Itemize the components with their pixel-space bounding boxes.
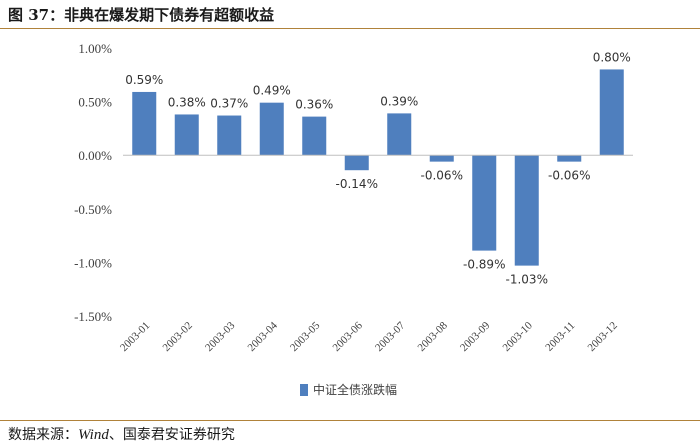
data-label: 0.59% bbox=[125, 73, 163, 87]
data-label: 0.38% bbox=[168, 95, 206, 109]
data-label: 0.80% bbox=[593, 50, 631, 64]
y-tick-label: -0.50% bbox=[74, 202, 112, 217]
bar bbox=[429, 155, 454, 162]
y-tick-label: -1.00% bbox=[74, 255, 112, 270]
x-tick-label: 2003-02 bbox=[160, 320, 194, 354]
data-label: 0.36% bbox=[295, 98, 333, 112]
source-note: 数据来源：Wind、国泰君安证券研究 bbox=[8, 424, 235, 444]
source-rule bbox=[0, 420, 700, 421]
source-prefix: 数据来源： bbox=[8, 427, 78, 443]
x-tick-label: 2003-11 bbox=[543, 320, 577, 354]
x-tick-label: 2003-08 bbox=[415, 319, 450, 354]
bar bbox=[132, 91, 157, 156]
bar-chart: 1.00% 0.50% 0.00% -0.50% -1.00% -1.50% 0.59% 0.… bbox=[74, 41, 633, 354]
figure-title: 图 37：非典在爆发期下债券有超额收益 bbox=[8, 6, 275, 24]
title-rule bbox=[0, 28, 700, 29]
x-tick-label: 2003-03 bbox=[203, 319, 238, 354]
bar bbox=[174, 114, 199, 156]
x-tick-label: 2003-12 bbox=[585, 320, 619, 354]
bar bbox=[557, 155, 582, 162]
data-label: -1.03% bbox=[506, 273, 548, 287]
legend-label: 中证全债涨跌幅 bbox=[313, 383, 398, 397]
source-italic: Wind bbox=[78, 427, 109, 443]
data-label: 0.39% bbox=[380, 94, 418, 108]
data-label: 0.49% bbox=[253, 84, 291, 98]
legend-swatch bbox=[300, 383, 308, 396]
x-tick-label: 2003-05 bbox=[288, 319, 323, 354]
x-tick-label: 2003-01 bbox=[118, 320, 152, 354]
y-tick-label: -1.50% bbox=[74, 309, 112, 324]
x-tick-label: 2003-10 bbox=[500, 319, 535, 354]
y-tick-label: 0.00% bbox=[78, 148, 112, 163]
data-label: -0.06% bbox=[421, 169, 463, 183]
bar bbox=[599, 69, 624, 156]
bar bbox=[217, 115, 242, 156]
data-label: -0.06% bbox=[548, 169, 590, 183]
data-label: 0.37% bbox=[210, 97, 248, 111]
y-tick-label: 1.00% bbox=[78, 41, 112, 56]
source-suffix: 、国泰君安证券研究 bbox=[108, 427, 235, 443]
bar bbox=[344, 155, 369, 171]
data-label: -0.14% bbox=[336, 177, 378, 191]
bar bbox=[387, 113, 412, 156]
y-tick-label: 0.50% bbox=[78, 95, 112, 110]
x-tick-label: 2003-09 bbox=[458, 319, 493, 354]
data-label: -0.89% bbox=[463, 258, 505, 272]
legend: 中证全债涨跌幅 bbox=[300, 381, 397, 398]
x-tick-label: 2003-06 bbox=[330, 319, 365, 354]
bar bbox=[472, 155, 497, 251]
bar bbox=[514, 155, 539, 266]
bar bbox=[302, 116, 327, 156]
x-tick-label: 2003-07 bbox=[373, 319, 408, 354]
x-tick-label: 2003-04 bbox=[245, 319, 280, 354]
bar bbox=[259, 102, 284, 156]
